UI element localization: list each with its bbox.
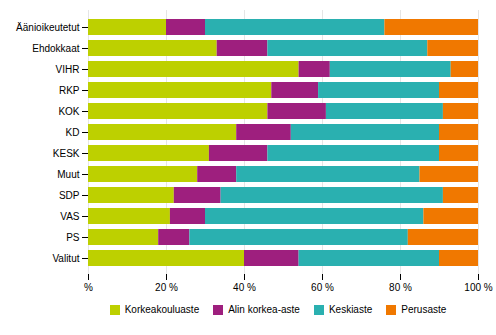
html-text:Alin korkea-aste: Alin korkea-aste (228, 304, 300, 315)
svg-text:80 %: 80 % (389, 282, 412, 293)
svg-text:KOK: KOK (58, 106, 79, 117)
svg-text:20 %: 20 % (155, 282, 178, 293)
svg-text:Äänioikeutetut: Äänioikeutetut (16, 22, 80, 33)
svg-text:KESK: KESK (53, 148, 80, 159)
html-text:Korkeakouluaste: Korkeakouluaste (124, 304, 200, 315)
svg-text:VAS: VAS (60, 211, 80, 222)
svg-text:40 %: 40 % (233, 282, 256, 293)
svg-text:RKP: RKP (59, 85, 80, 96)
svg-text:Muut: Muut (57, 169, 79, 180)
svg-text:100 %: 100 % (464, 282, 492, 293)
svg-text:KD: KD (66, 127, 80, 138)
html-text:Perusaste: Perusaste (401, 304, 447, 315)
svg-text:PS: PS (66, 232, 80, 243)
svg-text:VIHR: VIHR (56, 64, 80, 75)
svg-text:Valitut: Valitut (52, 253, 79, 264)
svg-text:Ehdokkaat: Ehdokkaat (32, 43, 79, 54)
svg-text:%: % (84, 282, 93, 293)
svg-text:60 %: 60 % (311, 282, 334, 293)
html-text:Keskiaste: Keskiaste (328, 304, 373, 315)
svg-text:SDP: SDP (59, 190, 80, 201)
